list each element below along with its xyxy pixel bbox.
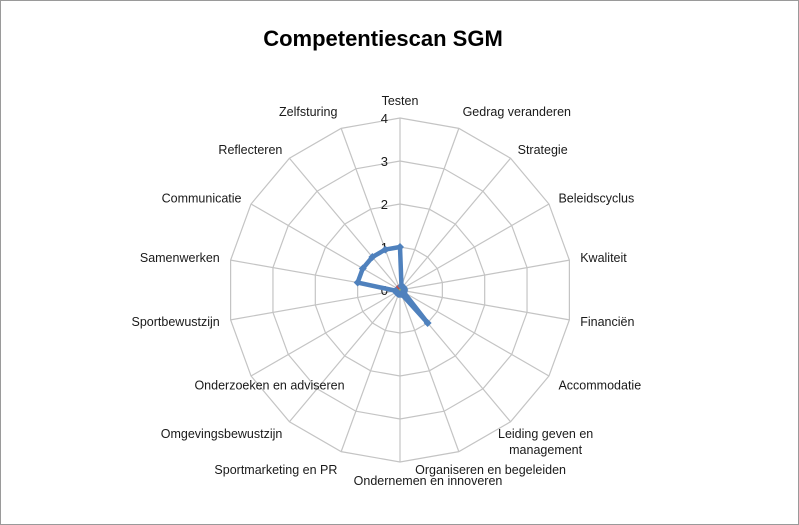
data-point bbox=[391, 286, 400, 295]
chart-title: Competentiescan SGM bbox=[263, 26, 503, 51]
category-label: Leiding geven en management bbox=[498, 427, 593, 457]
spoke-9 bbox=[399, 289, 460, 452]
data-point bbox=[368, 253, 377, 262]
spoke-11 bbox=[340, 289, 401, 452]
spoke-5 bbox=[399, 259, 570, 291]
data-point bbox=[381, 245, 390, 254]
category-label: Testen bbox=[382, 94, 419, 108]
category-labels: Testen Gedrag veranderen Strategie Beleidsc… bbox=[132, 94, 642, 488]
data-point bbox=[358, 264, 367, 273]
spoke-18 bbox=[340, 128, 401, 291]
tick-label-3: 3 bbox=[381, 154, 388, 169]
spoke-12 bbox=[288, 289, 401, 423]
spoke-17 bbox=[288, 157, 401, 291]
category-label: Accommodatie bbox=[558, 379, 641, 393]
tick-label-4: 4 bbox=[381, 111, 388, 126]
spoke-14 bbox=[230, 289, 401, 321]
category-label: Organiseren en begeleiden bbox=[415, 463, 566, 477]
category-label: Sportbewustzijn bbox=[132, 315, 220, 329]
category-label: Ondernemen en innoveren bbox=[354, 474, 503, 488]
tick-label-2: 2 bbox=[381, 197, 388, 212]
radial-tick-labels: 01234 bbox=[381, 111, 388, 298]
category-label: Zelfsturing bbox=[279, 105, 337, 119]
series-1 bbox=[353, 243, 432, 327]
spoke-13 bbox=[250, 289, 401, 377]
data-point bbox=[353, 278, 362, 287]
category-label: Sportmarketing en PR bbox=[214, 463, 337, 477]
category-label: Gedrag veranderen bbox=[463, 105, 571, 119]
spoke-2 bbox=[399, 128, 460, 291]
category-label: Financiën bbox=[580, 315, 634, 329]
spoke-3 bbox=[399, 157, 512, 291]
category-label: Strategie bbox=[518, 143, 568, 157]
spoke-7 bbox=[399, 289, 550, 377]
data-series bbox=[353, 243, 432, 327]
data-point bbox=[396, 243, 404, 251]
spoke-6 bbox=[399, 289, 570, 321]
category-label: Onderzoeken en adviseren bbox=[194, 379, 344, 393]
category-label: Samenwerken bbox=[140, 251, 220, 265]
category-label: Reflecteren bbox=[218, 143, 282, 157]
spoke-16 bbox=[250, 203, 401, 291]
category-label: Kwaliteit bbox=[580, 251, 627, 265]
spoke-4 bbox=[399, 203, 550, 291]
category-label: Communicatie bbox=[162, 192, 242, 206]
data-point bbox=[423, 318, 432, 327]
category-label: Beleidscyclus bbox=[558, 192, 634, 206]
category-label: Omgevingsbewustzijn bbox=[161, 427, 283, 441]
